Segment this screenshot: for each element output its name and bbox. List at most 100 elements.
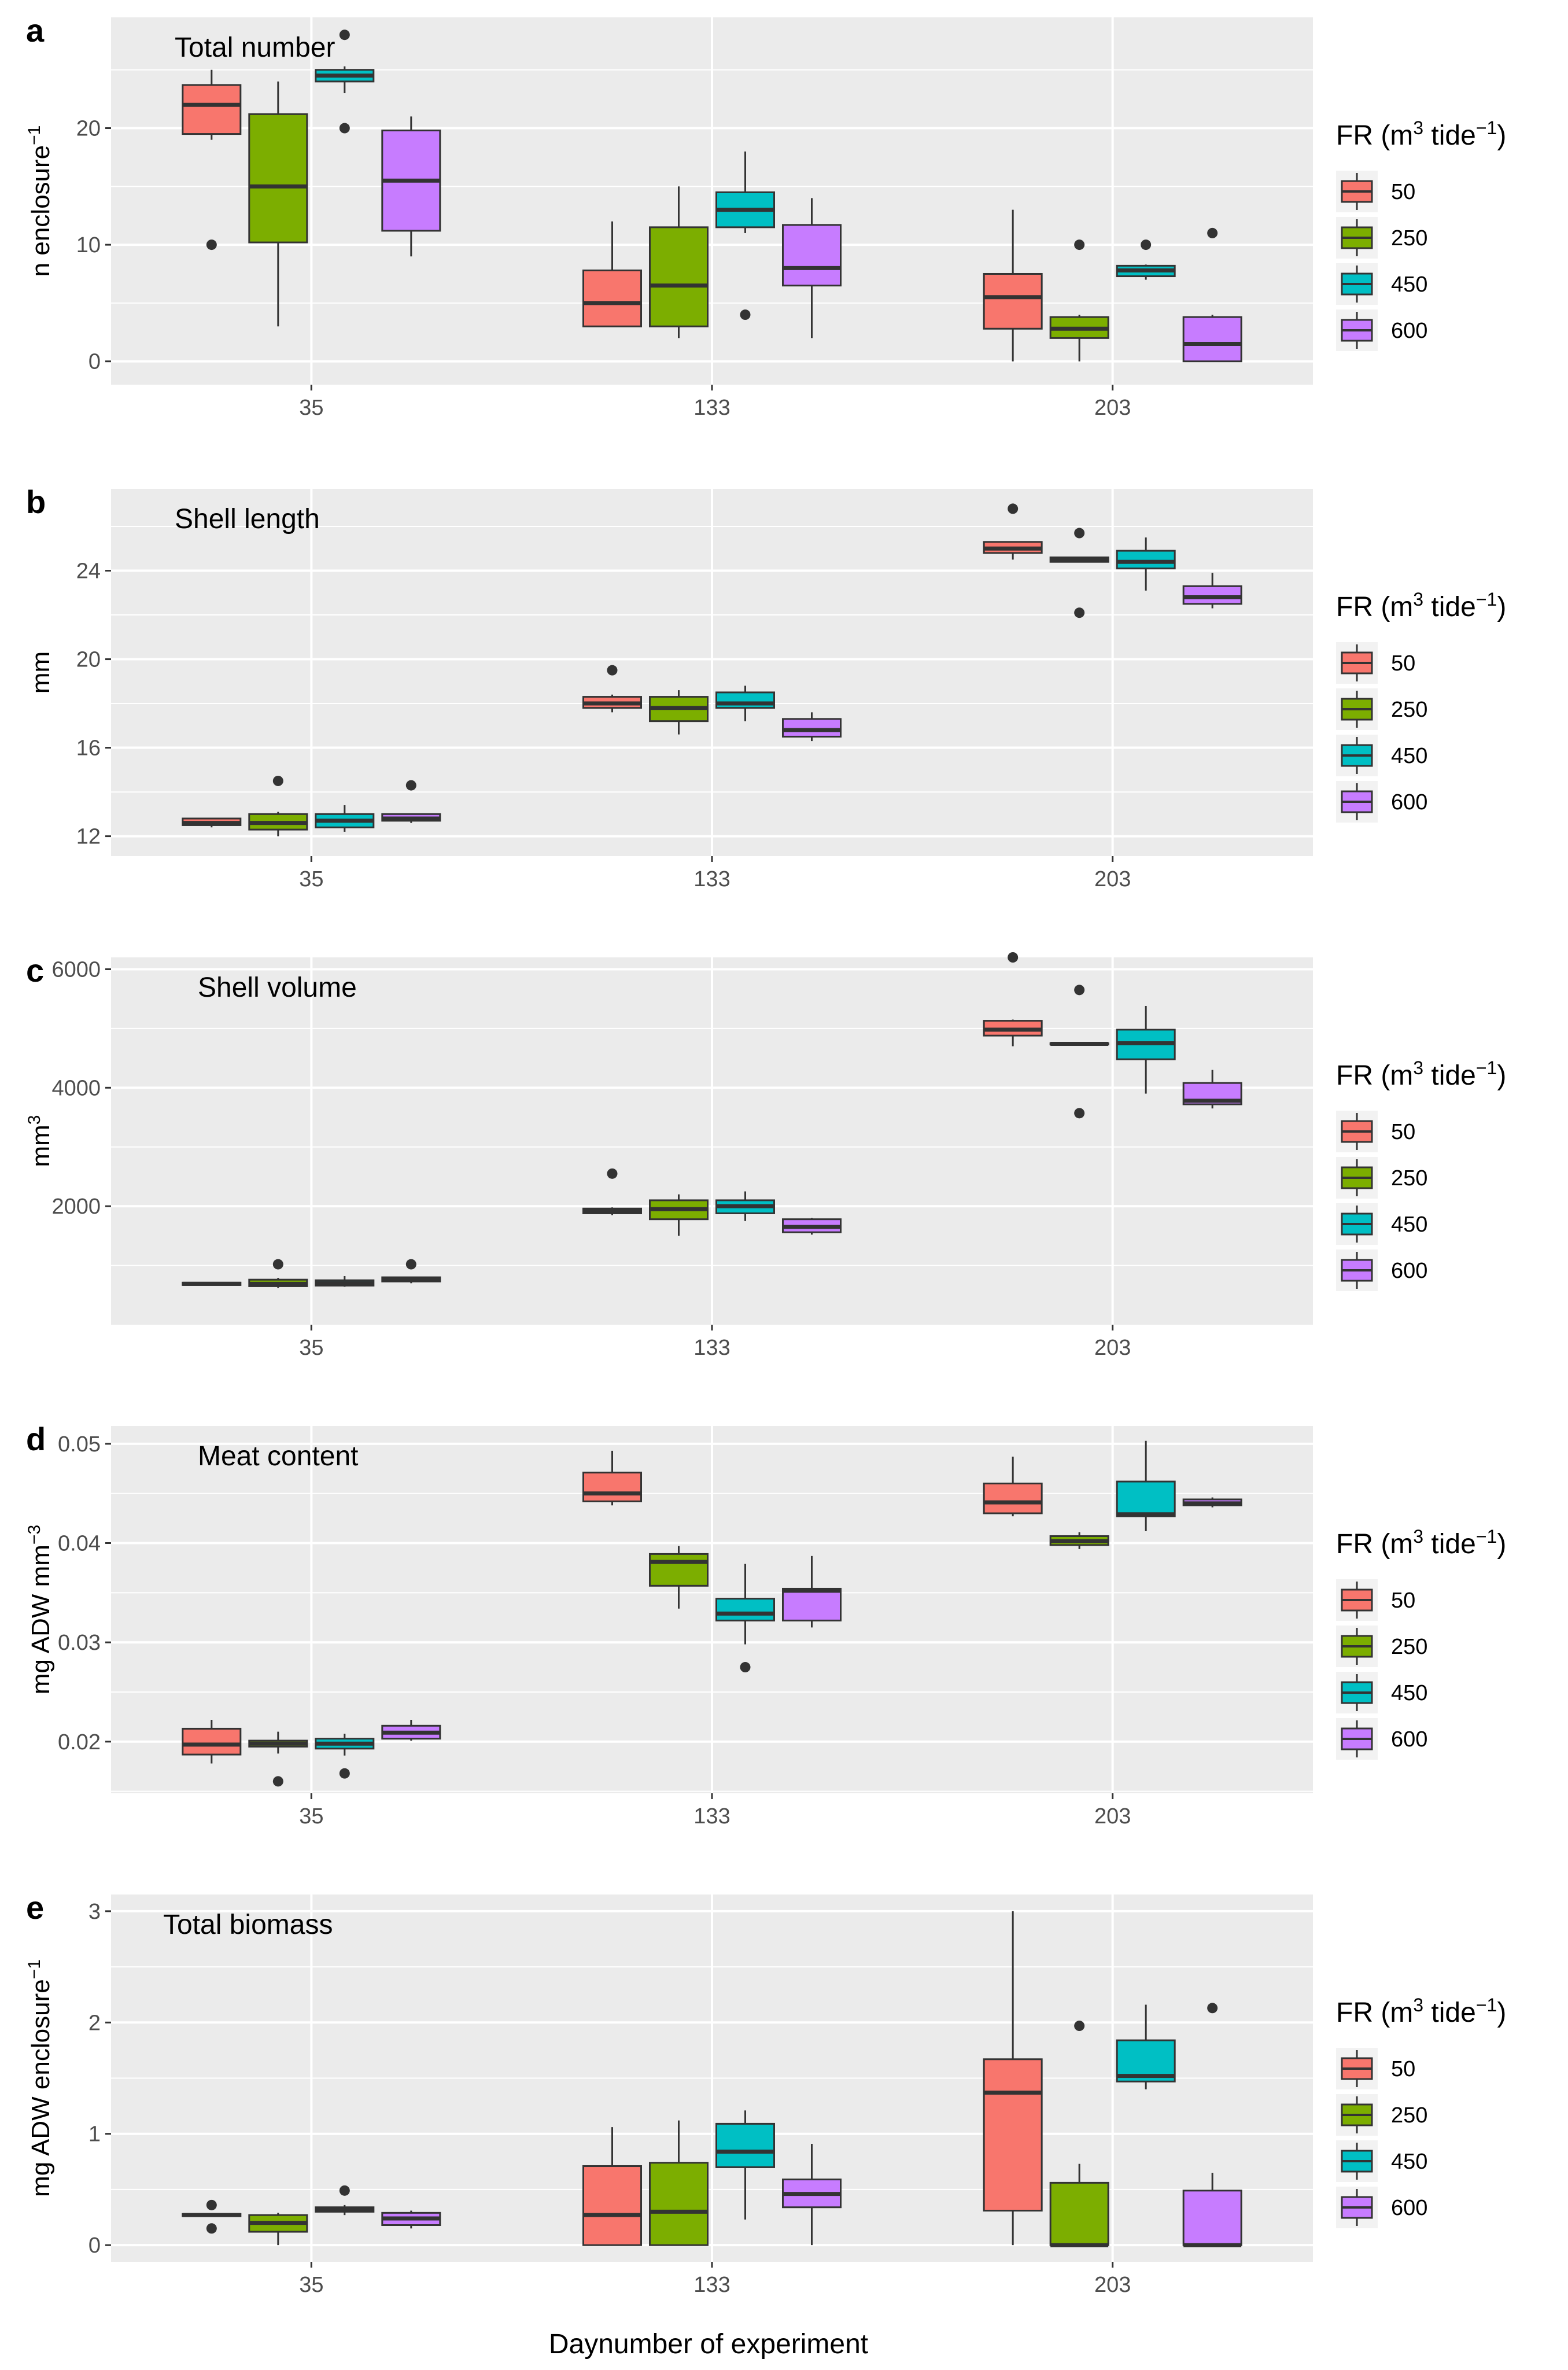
box-iqr [649, 1553, 709, 1587]
box-iqr [248, 113, 308, 244]
legend-label: 600 [1391, 2196, 1427, 2220]
outlier-point [607, 1168, 618, 1179]
box-600-day-203 [1182, 227, 1242, 363]
box-600-day-133 [782, 2144, 842, 2246]
legend-title-superscript: 3 [1413, 117, 1423, 138]
box-iqr [1182, 316, 1242, 363]
legend: FR (m3 tide−1) 50 250 450 600 [1336, 1526, 1506, 1760]
legend-title-part: ) [1497, 120, 1506, 151]
box-250-day-203 [1049, 239, 1109, 362]
legend-label: 50 [1391, 180, 1415, 204]
box-50-day-133 [582, 1168, 642, 1215]
box-250-day-35 [248, 1259, 308, 1288]
legend-title: FR (m3 tide−1) [1336, 117, 1506, 151]
outlier-point [607, 665, 618, 676]
y-tick-label: 16 [76, 736, 101, 761]
y-axis-label-superscript: −3 [25, 1525, 44, 1545]
x-axis-label: Daynumber of experiment [549, 2329, 868, 2360]
box-250-day-35 [248, 775, 308, 836]
x-tick-label: 35 [299, 1336, 323, 1360]
outlier-point [405, 780, 416, 791]
box-50-day-35 [182, 2199, 242, 2234]
legend-item-250: 250 [1336, 2094, 1427, 2136]
legend-label: 50 [1391, 1588, 1415, 1613]
legend-item-50: 50 [1336, 1111, 1415, 1152]
legend-title-part: FR (m [1336, 1997, 1413, 2028]
x-tick-label: 35 [299, 2273, 323, 2297]
outlier-point [1008, 503, 1019, 514]
y-tick-label: 24 [76, 559, 101, 584]
y-tick-label: 2000 [51, 1195, 101, 1219]
outlier-point [405, 1259, 416, 1270]
y-axis-label-superscript: −1 [25, 1959, 44, 1979]
box-450-day-203 [1116, 1005, 1176, 1094]
legend: FR (m3 tide−1) 50 250 450 600 [1336, 1995, 1506, 2228]
box-250-day-133 [649, 186, 709, 338]
legend-title-superscript: −1 [1476, 117, 1497, 138]
box-600-day-35 [381, 780, 441, 823]
legend-label: 50 [1391, 1120, 1415, 1144]
box-600-day-203 [1182, 2003, 1242, 2247]
outlier-point [1207, 2003, 1218, 2014]
box-50-day-203 [983, 503, 1043, 560]
outlier-point [272, 1776, 283, 1787]
box-450-day-35 [315, 805, 375, 832]
legend-label: 50 [1391, 2057, 1415, 2081]
panel-title: Total biomass [163, 1910, 333, 1940]
legend-label: 600 [1391, 1259, 1427, 1283]
box-iqr [1116, 1480, 1176, 1517]
legend-item-450: 450 [1336, 1203, 1427, 1245]
box-600-day-35 [381, 1259, 441, 1284]
box-50-day-203 [983, 1457, 1043, 1517]
legend-label: 600 [1391, 1727, 1427, 1752]
legend: FR (m3 tide−1) 50 250 450 600 [1336, 589, 1506, 823]
legend-title-part: tide [1423, 1997, 1476, 2028]
box-50-day-35 [182, 1720, 242, 1764]
outlier-point [1074, 239, 1085, 250]
legend-title-part: ) [1497, 1997, 1506, 2028]
legend-title-superscript: 3 [1413, 589, 1423, 610]
x-tick-label: 133 [693, 2273, 730, 2297]
box-450-day-35 [315, 2185, 375, 2216]
legend-title-part: tide [1423, 120, 1476, 151]
box-450-day-133 [715, 1191, 775, 1221]
legend-item-450: 450 [1336, 263, 1427, 305]
panel-b: 12 16 20 24 35 133 203 b Shell length mm FR (m3 ti… [26, 484, 1506, 891]
box-250-day-35 [248, 2213, 308, 2246]
legend-label: 450 [1391, 744, 1427, 768]
outlier-point [1008, 952, 1019, 963]
panel-d: 0.02 0.03 0.04 0.05 35 133 203 d Meat content mg … [25, 1421, 1507, 1829]
outlier-point [272, 775, 283, 786]
outlier-point [339, 30, 350, 40]
outlier-point [740, 1662, 751, 1673]
legend-title: FR (m3 tide−1) [1336, 1995, 1506, 2028]
legend-item-450: 450 [1336, 735, 1427, 776]
box-iqr [182, 84, 242, 135]
legend-title-part: FR (m [1336, 1060, 1413, 1091]
box-600-day-35 [381, 1720, 441, 1741]
box-iqr [782, 224, 842, 287]
box-250-day-133 [649, 1546, 709, 1609]
legend-title-part: tide [1423, 592, 1476, 622]
x-tick-label: 133 [693, 1804, 730, 1829]
legend-item-600: 600 [1336, 1718, 1427, 1760]
x-tick-label: 133 [693, 867, 730, 891]
legend-title-superscript: 3 [1413, 1057, 1423, 1078]
box-iqr [983, 2058, 1043, 2211]
legend-title-superscript: −1 [1476, 1526, 1497, 1547]
y-tick-label: 12 [76, 825, 101, 849]
y-tick-label: 20 [76, 648, 101, 672]
legend-item-250: 250 [1336, 217, 1427, 259]
outlier-point [206, 239, 217, 250]
outlier-point [206, 2223, 217, 2234]
box-50-day-35 [182, 1281, 242, 1286]
box-iqr [582, 269, 642, 327]
outlier-point [1074, 607, 1085, 618]
box-50-day-203 [983, 1911, 1043, 2246]
outlier-point [339, 123, 350, 134]
legend-title: FR (m3 tide−1) [1336, 1057, 1506, 1091]
y-tick-label: 0.02 [58, 1730, 101, 1755]
legend-item-250: 250 [1336, 688, 1427, 730]
box-iqr [582, 2165, 642, 2246]
